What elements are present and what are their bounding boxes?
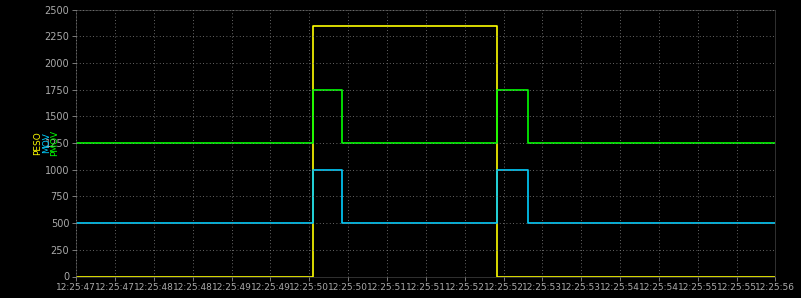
Text: PESO: PESO [34,131,42,155]
Text: MOV: MOV [42,133,50,153]
Text: PMOV: PMOV [50,130,59,156]
